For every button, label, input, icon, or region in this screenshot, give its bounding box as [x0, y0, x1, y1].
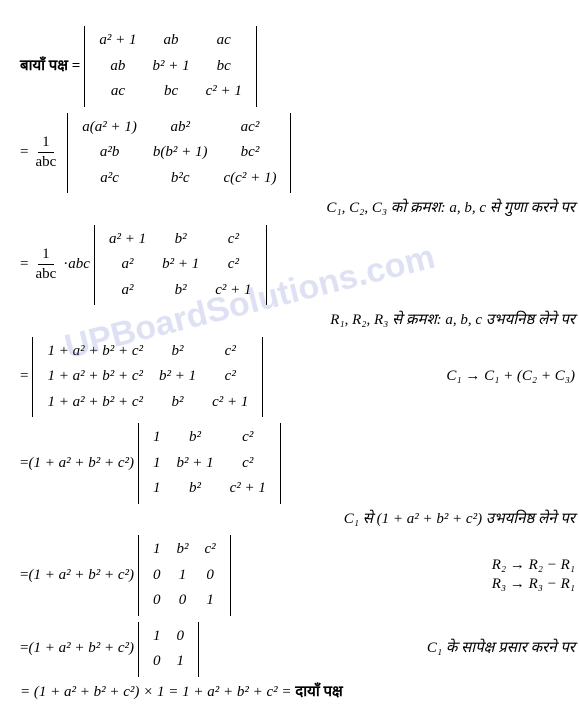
det7: 10 01 — [138, 622, 199, 677]
det1: a² + 1abac abb² + 1bc acbcc² + 1 — [84, 26, 257, 107]
note1: C₁, C₂, C₃ को क्रमश: a, b, c से गुणा करन… — [20, 199, 575, 219]
det3: a² + 1b²c² a²b² + 1c² a²b²c² + 1 — [94, 225, 267, 306]
step3: = 1abc · abc a² + 1b²c² a²b² + 1c² a²b²c… — [20, 225, 575, 306]
det4: 1 + a² + b² + c²b²c² 1 + a² + b² + c²b² … — [32, 337, 263, 418]
det5: 1b²c² 1b² + 1c² 1b²c² + 1 — [138, 423, 281, 504]
abc: abc — [68, 255, 90, 275]
step6: = (1 + a² + b² + c²) 1b²c² 010 001 R₂ → … — [20, 535, 575, 616]
step-final: = (1 + a² + b² + c²) × 1 = 1 + a² + b² +… — [20, 683, 575, 703]
op1: C₁ → C₁ + (C₂ + C₃) — [426, 367, 575, 387]
final-expr: = (1 + a² + b² + c²) × 1 = 1 + a² + b² +… — [20, 683, 292, 703]
frac-1-abc: 1abc — [31, 133, 60, 173]
step-lhs: बायाँ पक्ष = a² + 1abac abb² + 1bc acbcc… — [20, 26, 575, 107]
frac-1-abc-2: 1abc — [31, 245, 60, 285]
eq: = — [20, 143, 28, 163]
factor3: (1 + a² + b² + c²) — [28, 639, 134, 659]
factor2: (1 + a² + b² + c²) — [28, 566, 134, 586]
factor: (1 + a² + b² + c²) — [28, 454, 134, 474]
eq: = — [20, 367, 28, 387]
op2a: R₂ → R₂ − R₁ — [492, 557, 575, 573]
op2b: R₃ → R₃ − R₁ — [492, 576, 575, 592]
det2: a(a² + 1)ab²ac² a²bb(b² + 1)bc² a²cb²cc(… — [67, 113, 291, 194]
eq: = — [20, 566, 28, 586]
lhs-label: बायाँ पक्ष = — [20, 57, 80, 77]
ops-r: R₂ → R₂ − R₁ R₃ → R₃ − R₁ — [472, 556, 575, 595]
step2: = 1abc a(a² + 1)ab²ac² a²bb(b² + 1)bc² a… — [20, 113, 575, 194]
eq: = — [20, 255, 28, 275]
step4: = 1 + a² + b² + c²b²c² 1 + a² + b² + c²b… — [20, 337, 575, 418]
step5: = (1 + a² + b² + c²) 1b²c² 1b² + 1c² 1b²… — [20, 423, 575, 504]
note2: R₁, R₂, R₃ से क्रमश: a, b, c उभयनिष्ठ ले… — [20, 311, 575, 331]
step7: = (1 + a² + b² + c²) 10 01 C₁ के सापेक्ष… — [20, 622, 575, 677]
rhs-label: दायाँ पक्ष — [295, 683, 342, 703]
note4: C₁ के सापेक्ष प्रसार करने पर — [407, 639, 575, 659]
note3: C₁ से (1 + a² + b² + c²) उभयनिष्ठ लेने प… — [20, 510, 575, 530]
eq: = — [20, 639, 28, 659]
det6: 1b²c² 010 001 — [138, 535, 231, 616]
eq: = — [20, 454, 28, 474]
